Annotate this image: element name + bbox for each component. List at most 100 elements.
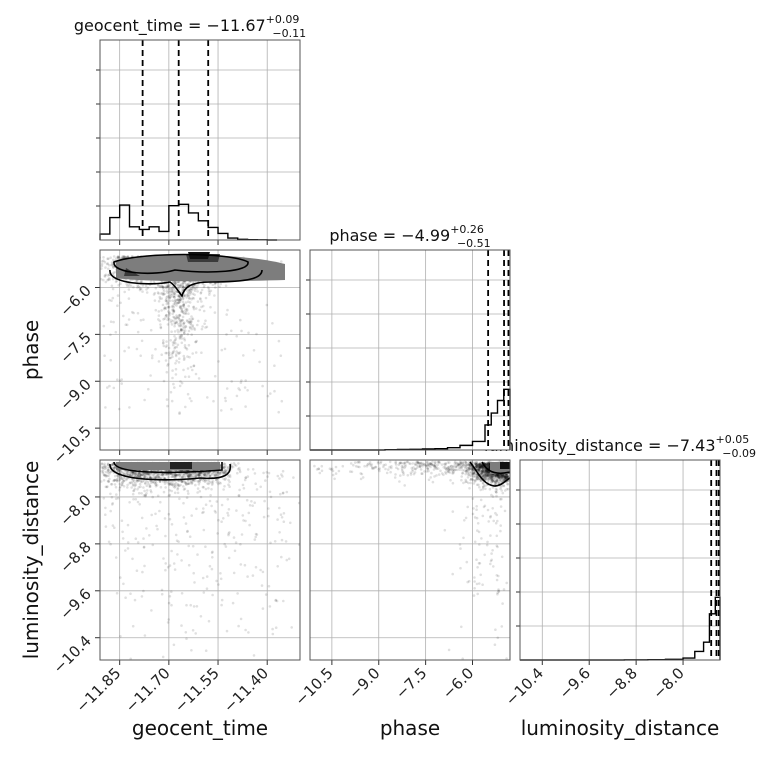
scatter-point (190, 287, 193, 290)
scatter-point (153, 291, 157, 295)
x-tick-label: −8.0 (649, 664, 687, 702)
scatter-point (160, 285, 164, 288)
scatter-point (122, 472, 126, 476)
scatter-point (230, 465, 234, 468)
scatter-point (189, 365, 193, 369)
scatter-point (125, 282, 128, 286)
contour-fill (116, 254, 285, 282)
scatter-point (179, 306, 182, 309)
x-tick-label: −8.8 (602, 664, 640, 702)
scatter-point (91, 469, 94, 472)
scatter-point (204, 487, 208, 491)
scatter-point (112, 255, 116, 258)
scatter-point (171, 481, 174, 484)
scatter-point (503, 475, 507, 479)
scatter-point (246, 575, 249, 578)
scatter-point (144, 482, 147, 485)
scatter-point (156, 472, 160, 476)
scatter-point (184, 301, 188, 304)
scatter-point (202, 591, 206, 594)
scatter-point (181, 472, 185, 476)
scatter-point (491, 478, 495, 481)
scatter-point (202, 309, 206, 313)
scatter-point (488, 461, 491, 465)
scatter-point (244, 628, 247, 632)
scatter-point (261, 607, 265, 610)
scatter-point (227, 514, 230, 517)
scatter-point (187, 475, 190, 478)
scatter-point (214, 473, 217, 477)
scatter-point (219, 482, 222, 485)
scatter-point (171, 285, 175, 289)
scatter-point (178, 412, 181, 416)
scatter-point (192, 306, 195, 309)
scatter-point (113, 526, 116, 529)
scatter-point (143, 475, 147, 479)
scatter-point (157, 469, 160, 473)
scatter-point (106, 274, 110, 277)
scatter-point (107, 540, 111, 544)
scatter-point (129, 473, 132, 476)
scatter-point (111, 503, 114, 506)
scatter-point (278, 506, 281, 510)
scatter-point (173, 295, 176, 299)
scatter-point (107, 468, 110, 472)
scatter-point (488, 475, 492, 479)
scatter-point (191, 368, 194, 372)
scatter-point (487, 471, 491, 474)
scatter-point (497, 474, 500, 477)
scatter-point (200, 288, 204, 292)
scatter-point (108, 384, 111, 388)
scatter-point (222, 517, 225, 520)
scatter-point (213, 471, 216, 474)
scatter-point (109, 542, 112, 546)
scatter-point (201, 325, 204, 328)
scatter-point (491, 475, 495, 479)
scatter-point (485, 470, 489, 474)
scatter-point (171, 343, 175, 347)
scatter-point (154, 483, 158, 487)
scatter-point (174, 289, 178, 292)
scatter-point (152, 474, 155, 478)
scatter-point (136, 473, 140, 477)
scatter-point (165, 473, 169, 477)
scatter-point (467, 462, 471, 466)
scatter-point (131, 492, 135, 496)
scatter-point (106, 469, 110, 472)
scatter-point (287, 557, 291, 561)
scatter-point (503, 477, 507, 481)
scatter-point (211, 283, 215, 287)
scatter-point (163, 482, 167, 485)
panel-title-geocent-time: geocent_time = −11.67+0.09 −0.11 (74, 13, 306, 40)
scatter-point (165, 289, 169, 293)
scatter-point (166, 323, 170, 326)
scatter-point (126, 483, 129, 487)
scatter-point (144, 284, 148, 288)
scatter-point (175, 320, 179, 324)
scatter-point (494, 482, 497, 486)
scatter-point (183, 312, 186, 315)
scatter-point (131, 480, 134, 483)
scatter-point (138, 475, 141, 479)
scatter-point (103, 474, 107, 477)
scatter-point (174, 338, 177, 342)
scatter-point (142, 537, 145, 540)
scatter-point (186, 529, 189, 533)
scatter-point (161, 655, 165, 659)
scatter-point (198, 308, 202, 312)
scatter-point (189, 322, 192, 325)
scatter-point (123, 290, 126, 294)
scatter-point (281, 492, 285, 495)
scatter-point (163, 473, 167, 476)
scatter-point (472, 475, 476, 478)
scatter-point (239, 381, 243, 384)
scatter-point (88, 275, 91, 278)
scatter-point (157, 284, 160, 287)
scatter-point (126, 523, 130, 527)
scatter-point (491, 474, 495, 478)
scatter-point (176, 553, 179, 556)
scatter-point (224, 469, 227, 472)
scatter-point (168, 296, 172, 299)
scatter-point (135, 569, 139, 572)
scatter-point (167, 295, 171, 298)
